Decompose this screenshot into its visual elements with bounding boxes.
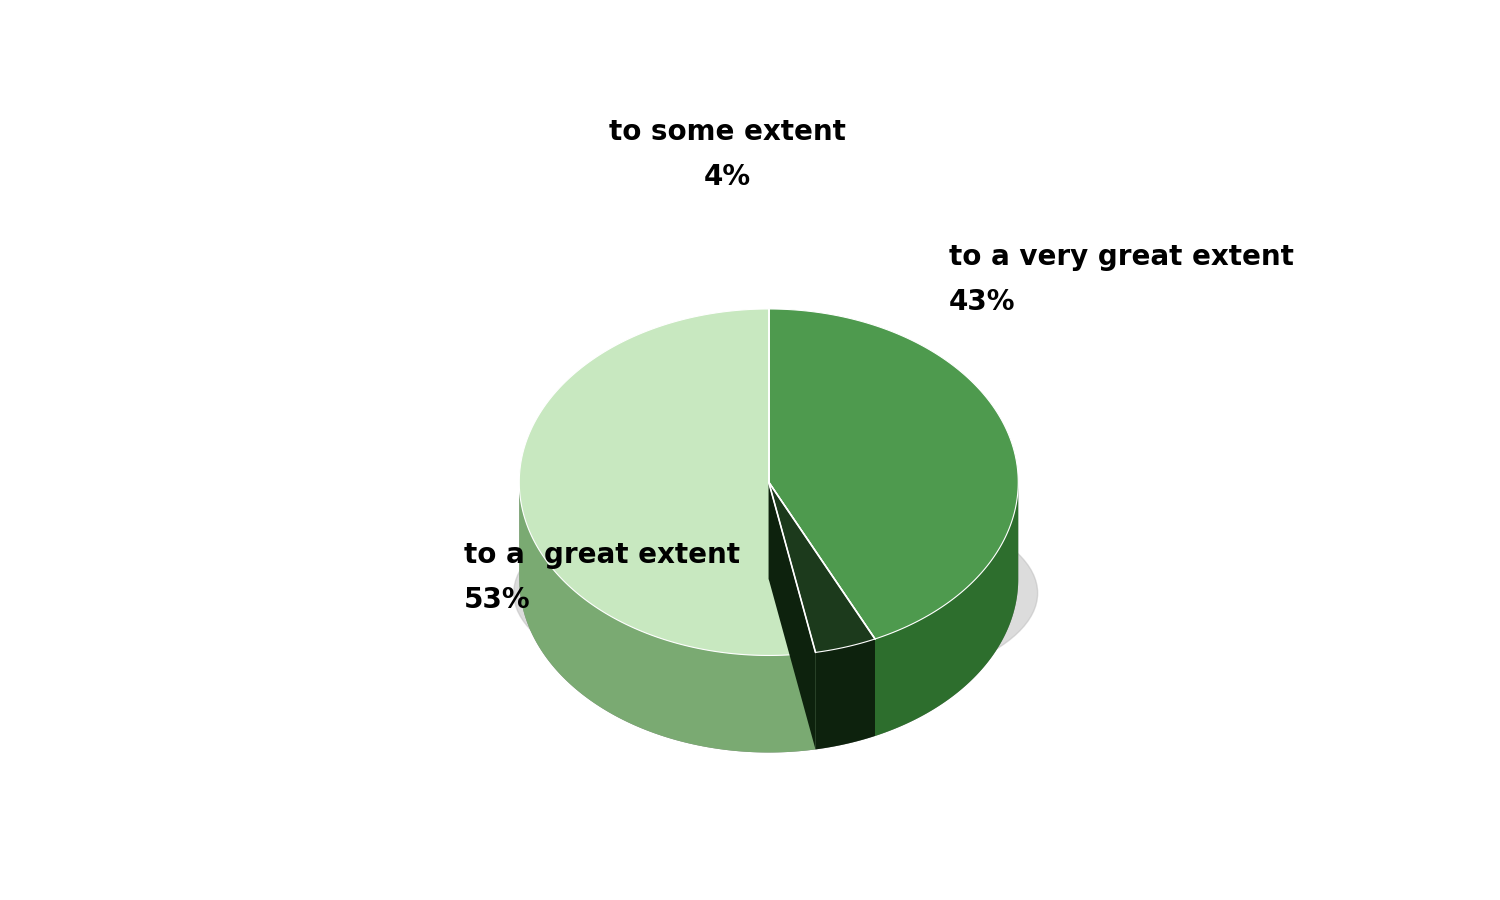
Text: to a  great extent: to a great extent [464, 541, 740, 569]
Text: 43%: 43% [950, 288, 1016, 316]
Polygon shape [768, 482, 874, 736]
Polygon shape [768, 482, 874, 736]
Polygon shape [816, 639, 874, 750]
Polygon shape [519, 309, 816, 655]
Polygon shape [768, 482, 816, 750]
Polygon shape [519, 482, 1019, 752]
Text: 53%: 53% [464, 586, 531, 614]
Text: 4%: 4% [704, 163, 750, 191]
Polygon shape [768, 482, 874, 652]
Text: to a very great extent: to a very great extent [950, 243, 1294, 271]
Polygon shape [874, 483, 1019, 736]
Polygon shape [519, 482, 816, 752]
Polygon shape [768, 482, 816, 750]
Polygon shape [768, 309, 1018, 639]
Ellipse shape [513, 490, 1038, 697]
Text: to some extent: to some extent [609, 118, 846, 146]
